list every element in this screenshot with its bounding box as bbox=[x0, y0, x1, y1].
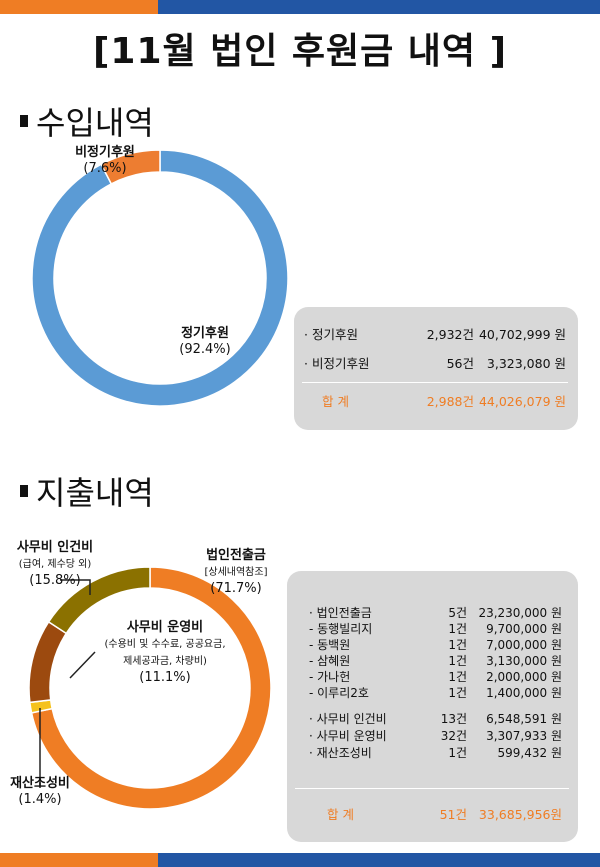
top-color-bar bbox=[0, 0, 600, 14]
expense-row-amount: 23,230,000 원 bbox=[478, 606, 562, 620]
income-total-label: 합 계 bbox=[322, 394, 349, 409]
expense-row-count: 1건 bbox=[448, 686, 467, 700]
label-operation-note2: 제세공과금, 차량비) bbox=[123, 656, 207, 667]
leader-line bbox=[69, 651, 96, 679]
expense-row-count: 1건 bbox=[448, 622, 467, 636]
income-row-amount: 40,702,999 원 bbox=[478, 327, 566, 342]
expense-row-amount: 9,700,000 원 bbox=[486, 622, 562, 636]
expense-row-amount: 2,000,000 원 bbox=[486, 670, 562, 684]
label-property: 재산조성비 (1.4%) bbox=[0, 776, 80, 808]
expense-row-name: - 동백원 bbox=[309, 638, 351, 652]
expense-slice-2 bbox=[28, 620, 68, 704]
label-transfer-pct: (71.7%) bbox=[210, 581, 262, 596]
income-donut-chart bbox=[31, 149, 289, 407]
label-regular: 정기후원 (92.4%) bbox=[150, 326, 260, 358]
income-row-name: · 비정기후원 bbox=[304, 356, 370, 371]
section-expense: 지출내역 bbox=[20, 468, 154, 514]
income-row-count: 2,932건 bbox=[426, 327, 474, 342]
bottom-color-bar bbox=[0, 853, 600, 867]
expense-row-amount: 6,548,591 원 bbox=[486, 712, 562, 726]
expense-row-count: 1건 bbox=[448, 746, 467, 760]
expense-row-amount: 1,400,000 원 bbox=[486, 686, 562, 700]
label-operation: 사무비 운영비 (수용비 및 수수료, 공공요금, 제세공과금, 차량비) (1… bbox=[90, 620, 240, 686]
section-expense-label: 지출내역 bbox=[36, 474, 154, 512]
income-row-amount: 3,323,080 원 bbox=[486, 356, 566, 371]
label-personnel-pct: (15.8%) bbox=[29, 573, 81, 588]
expense-row-name: - 동행빌리지 bbox=[309, 622, 373, 636]
expense-row-count: 1건 bbox=[448, 670, 467, 684]
expense-slice-0 bbox=[30, 566, 272, 810]
label-irregular-name: 비정기후원 bbox=[75, 145, 135, 160]
income-total-amount: 44,026,079 원 bbox=[478, 394, 566, 409]
expense-donut-chart bbox=[28, 566, 272, 810]
income-row-count: 56건 bbox=[446, 356, 474, 371]
section-income: 수입내역 bbox=[20, 98, 154, 144]
section-income-label: 수입내역 bbox=[36, 104, 154, 142]
income-summary-panel: · 정기후원 2,932건 40,702,999 원 · 비정기후원 56건 3… bbox=[294, 307, 578, 430]
label-transfer-note: [상세내역참조] bbox=[204, 567, 268, 578]
label-irregular-pct: (7.6%) bbox=[83, 161, 127, 176]
page-title: [11월 법인 후원금 내역 ] bbox=[92, 31, 508, 72]
income-slice-0 bbox=[31, 149, 289, 407]
divider bbox=[295, 788, 569, 789]
expense-total-label: 합 계 bbox=[327, 807, 354, 822]
label-property-pct: (1.4%) bbox=[18, 792, 62, 807]
income-total-count: 2,988건 bbox=[426, 394, 474, 409]
expense-total-count: 51건 bbox=[439, 807, 467, 822]
label-irregular: 비정기후원 (7.6%) bbox=[50, 145, 160, 177]
bullet-square-icon bbox=[20, 485, 28, 497]
expense-total-amount: 33,685,956원 bbox=[478, 807, 562, 822]
expense-row-count: 1건 bbox=[448, 654, 467, 668]
leader-line bbox=[60, 579, 91, 595]
expense-slice-3 bbox=[47, 566, 151, 635]
expense-row-name: · 재산조성비 bbox=[309, 746, 372, 760]
label-regular-name: 정기후원 bbox=[181, 326, 229, 341]
expense-row-name: - 삼혜원 bbox=[309, 654, 351, 668]
label-regular-pct: (92.4%) bbox=[179, 342, 231, 357]
label-personnel-name: 사무비 인건비 bbox=[16, 540, 94, 555]
expense-row-amount: 599,432 원 bbox=[497, 746, 562, 760]
label-personnel-note: (급여, 제수당 외) bbox=[18, 559, 92, 570]
divider bbox=[302, 382, 568, 383]
label-operation-pct: (11.1%) bbox=[139, 670, 191, 685]
expense-row-count: 32건 bbox=[440, 729, 467, 743]
income-slice-1 bbox=[100, 149, 161, 185]
expense-row-name: · 법인전출금 bbox=[309, 606, 372, 620]
expense-row-count: 1건 bbox=[448, 638, 467, 652]
label-operation-name: 사무비 운영비 bbox=[126, 620, 204, 635]
label-personnel: 사무비 인건비 (급여, 제수당 외) (15.8%) bbox=[0, 540, 110, 589]
bullet-square-icon bbox=[20, 115, 28, 127]
expense-summary-panel: · 법인전출금 5건 23,230,000 원 - 동행빌리지 1건 9,700,000 … bbox=[287, 571, 578, 842]
expense-row-count: 5건 bbox=[448, 606, 467, 620]
label-property-name: 재산조성비 bbox=[10, 776, 70, 791]
income-row-name: · 정기후원 bbox=[304, 327, 358, 342]
expense-row-amount: 3,130,000 원 bbox=[486, 654, 562, 668]
expense-row-amount: 3,307,933 원 bbox=[486, 729, 562, 743]
expense-row-name: - 가나헌 bbox=[309, 670, 351, 684]
expense-row-name: · 사무비 인건비 bbox=[309, 712, 387, 726]
expense-row-name: · 사무비 운영비 bbox=[309, 729, 387, 743]
label-transfer-name: 법인전출금 bbox=[206, 548, 266, 563]
label-transfer: 법인전출금 [상세내역참조] (71.7%) bbox=[186, 548, 286, 597]
label-operation-note1: (수용비 및 수수료, 공공요금, bbox=[104, 639, 226, 650]
expense-row-count: 13건 bbox=[440, 712, 467, 726]
expense-row-amount: 7,000,000 원 bbox=[486, 638, 562, 652]
expense-row-name: - 이루리2호 bbox=[309, 686, 369, 700]
